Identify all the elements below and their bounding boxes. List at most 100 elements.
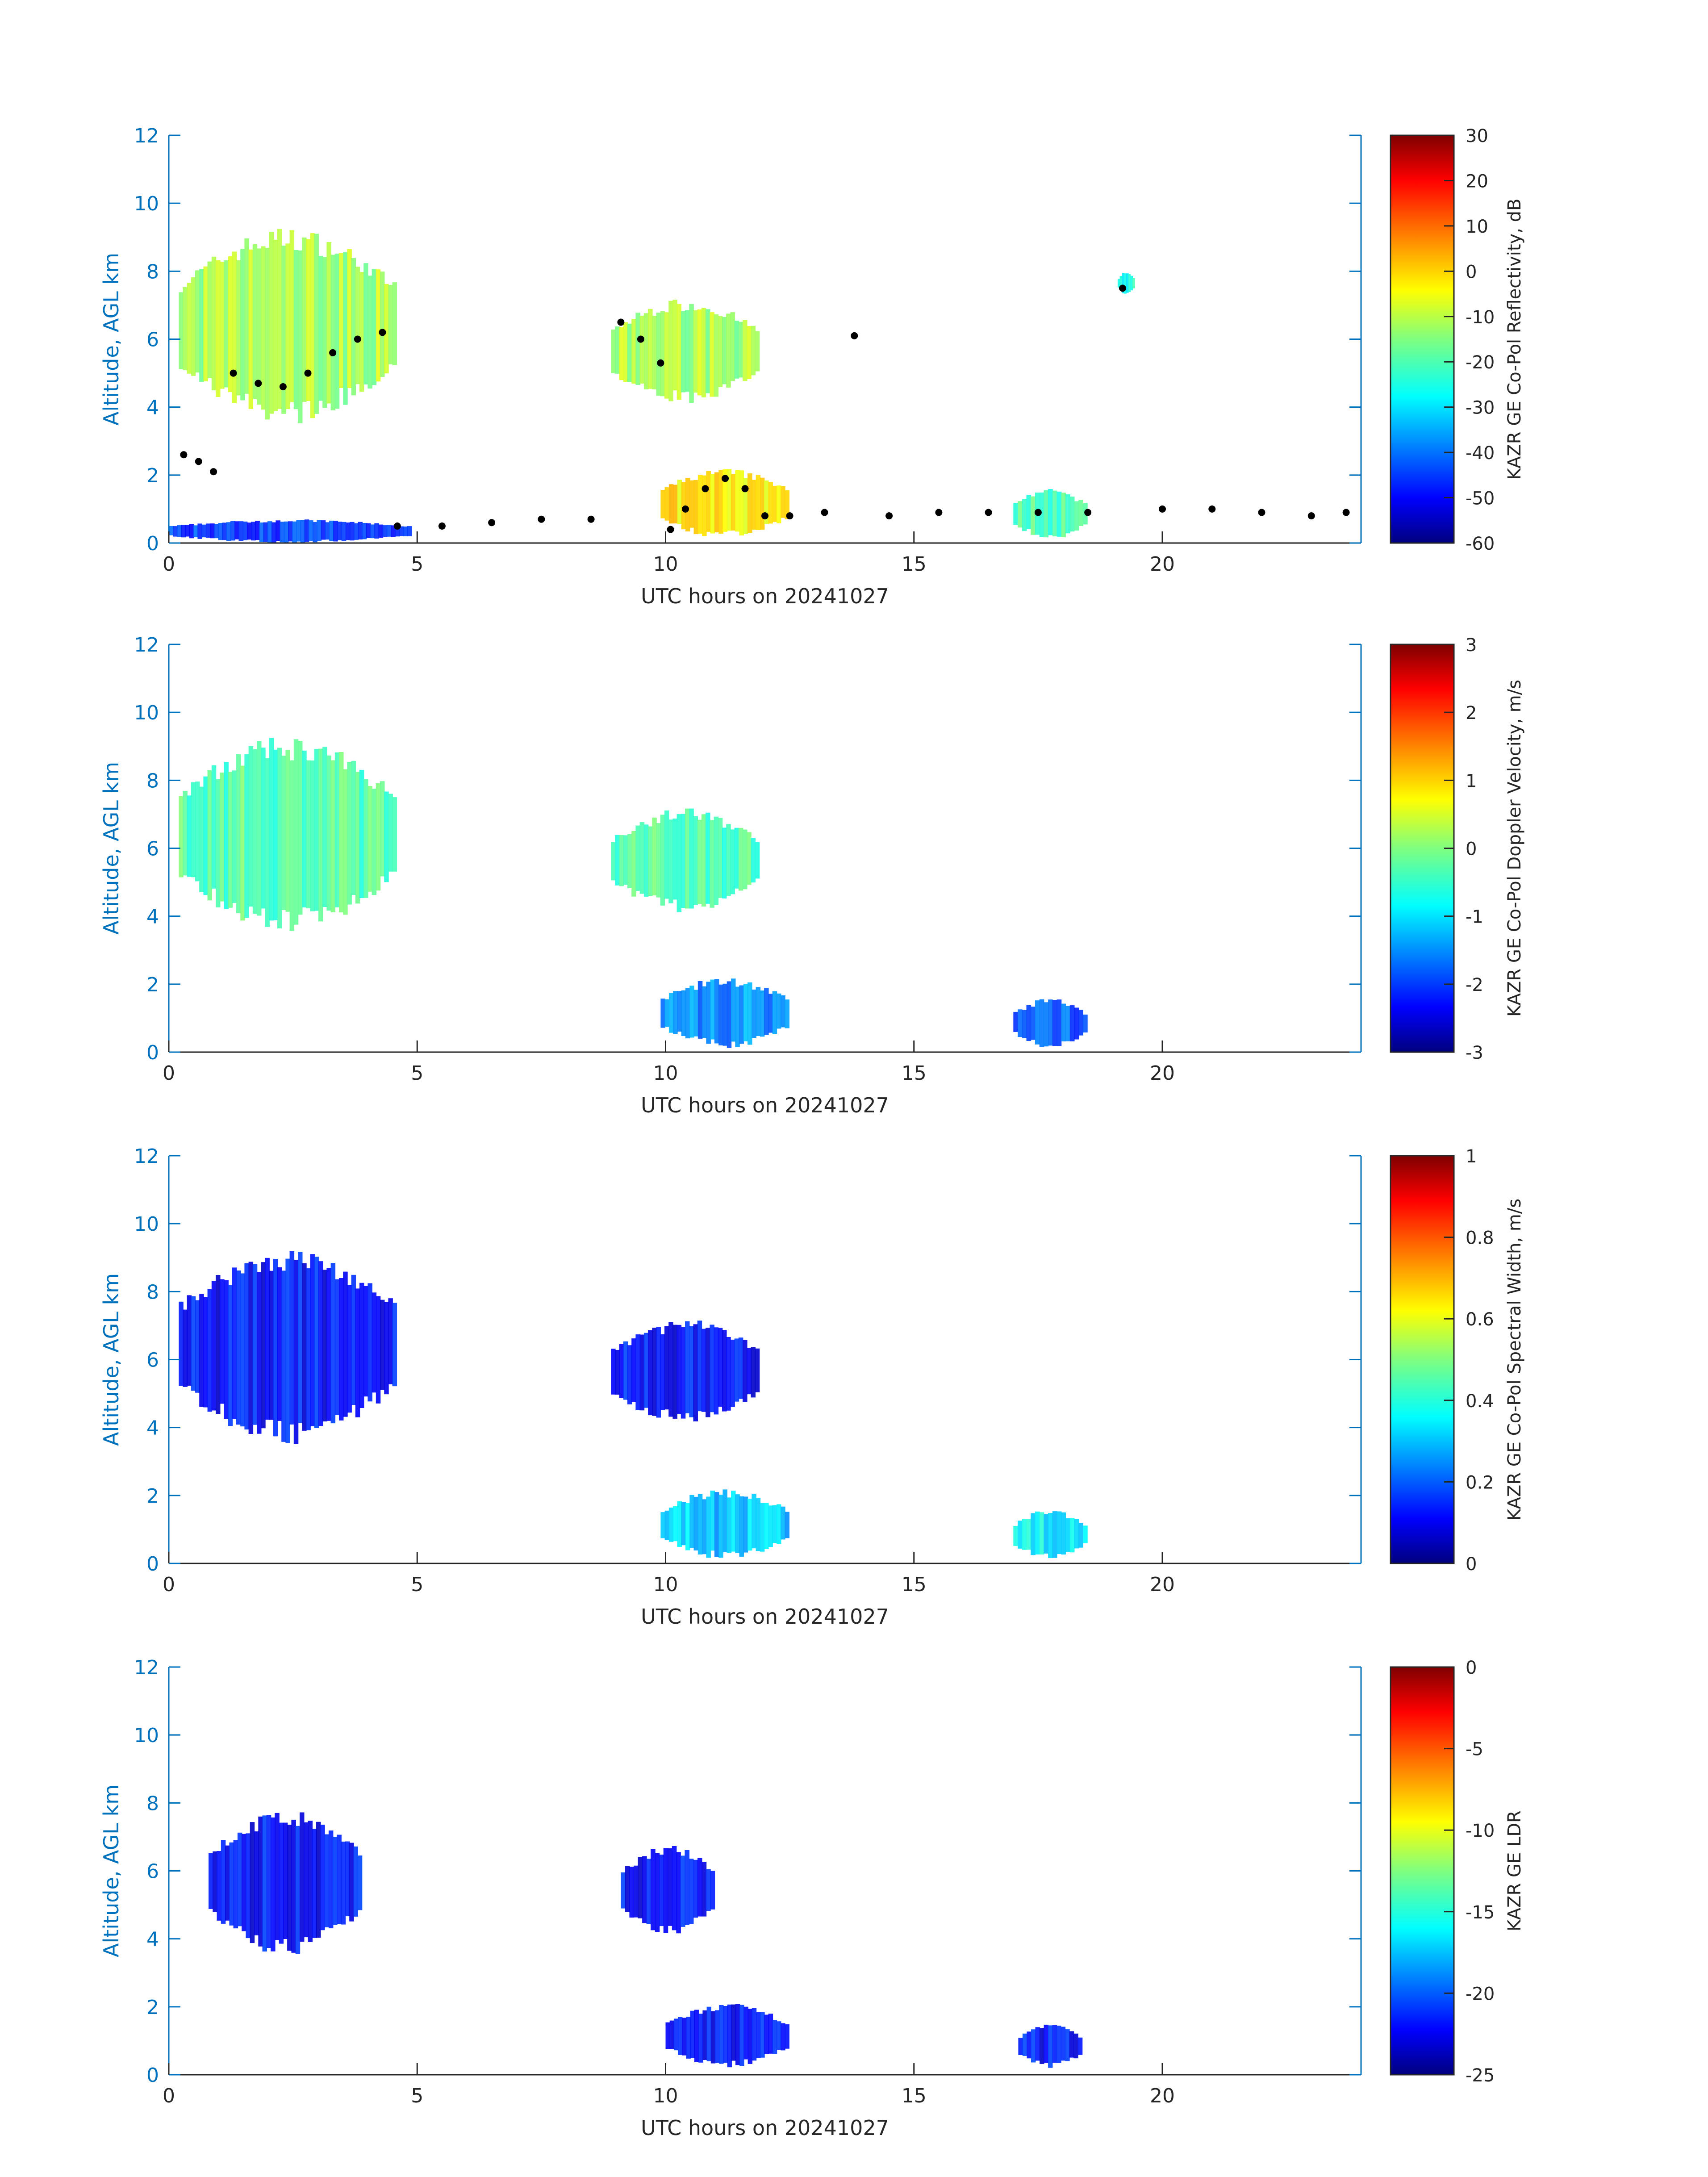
echo-column bbox=[756, 475, 761, 530]
echo-column bbox=[1044, 1002, 1049, 1047]
cloud-base-point bbox=[741, 485, 749, 493]
panel-reflectivity: 0 2 4 6 8 10 12 0 5 10 15 20 UTC hours on 20241027 Al… bbox=[99, 125, 1525, 608]
echo-column bbox=[689, 304, 694, 403]
echo-column bbox=[743, 320, 748, 381]
echo-column bbox=[706, 2006, 711, 2061]
cloud-base-point bbox=[1342, 509, 1350, 516]
echo-column bbox=[1132, 278, 1135, 288]
echo-column bbox=[701, 1329, 706, 1412]
echo-column bbox=[197, 523, 202, 539]
echo-column bbox=[187, 795, 192, 877]
echo-column bbox=[388, 1298, 393, 1384]
echo-column bbox=[329, 520, 334, 541]
echo-column bbox=[689, 480, 694, 528]
echo-column bbox=[739, 2005, 744, 2066]
echo-column bbox=[333, 521, 338, 542]
echo-column bbox=[668, 993, 674, 1033]
echo-column bbox=[330, 1263, 336, 1424]
echo-layer bbox=[179, 1251, 1088, 1559]
echo-column bbox=[257, 741, 262, 916]
echo-column bbox=[1035, 2027, 1040, 2061]
echo-column bbox=[764, 1503, 769, 1549]
echo-column bbox=[685, 808, 690, 909]
echo-column bbox=[380, 1300, 385, 1390]
echo-column bbox=[177, 525, 182, 537]
echo-column bbox=[267, 521, 272, 543]
y-tick-label: 8 bbox=[146, 1792, 159, 1815]
colorbar-tick-label: -10 bbox=[1466, 1821, 1495, 1841]
echo-column bbox=[710, 2011, 716, 2064]
echo-column bbox=[714, 816, 719, 905]
echo-column bbox=[719, 2005, 724, 2064]
echo-column bbox=[298, 1252, 303, 1423]
echo-column bbox=[326, 242, 331, 404]
cloud-base-point bbox=[1258, 509, 1265, 516]
echo-column bbox=[343, 1271, 348, 1417]
echo-column bbox=[730, 829, 735, 894]
echo-column bbox=[702, 2010, 707, 2060]
echo-column bbox=[623, 835, 628, 885]
echo-column bbox=[285, 750, 290, 912]
echo-region bbox=[1117, 273, 1135, 294]
echo-column bbox=[635, 825, 640, 891]
echo-column bbox=[275, 1813, 280, 1940]
echo-column bbox=[374, 523, 379, 539]
echo-column bbox=[367, 276, 372, 389]
echo-column bbox=[384, 1302, 389, 1395]
echo-column bbox=[351, 1274, 356, 1405]
echo-column bbox=[731, 978, 736, 1042]
echo-column bbox=[730, 1339, 735, 1407]
echo-column bbox=[664, 810, 669, 899]
colorbar-tick-label: 10 bbox=[1466, 217, 1488, 237]
echo-column bbox=[1044, 490, 1049, 538]
echo-region bbox=[1018, 2024, 1083, 2068]
cloud-base-point bbox=[657, 359, 664, 367]
echo-column bbox=[735, 986, 740, 1047]
echo-column bbox=[317, 520, 322, 541]
y-tick-label: 10 bbox=[134, 1724, 159, 1747]
colorbar-tick-label: -1 bbox=[1466, 907, 1483, 928]
echo-column bbox=[735, 2004, 740, 2065]
echo-column bbox=[697, 309, 702, 396]
echo-column bbox=[210, 523, 215, 539]
echo-column bbox=[289, 760, 295, 931]
echo-column bbox=[359, 1283, 364, 1408]
echo-column bbox=[734, 1338, 739, 1402]
echo-column bbox=[685, 1321, 690, 1413]
echo-column bbox=[300, 520, 305, 543]
y-tick-label: 4 bbox=[146, 1928, 159, 1951]
colorbar: -3 -2 -1 0 1 2 3 KAZR GE Co-Pol Doppler Velocit… bbox=[1390, 635, 1525, 1063]
y-tick-label: 6 bbox=[146, 838, 159, 861]
colorbar-tick-label: -20 bbox=[1466, 352, 1495, 373]
echo-column bbox=[639, 822, 645, 894]
x-tick-label: 10 bbox=[653, 553, 678, 576]
echo-column bbox=[727, 981, 732, 1048]
echo-column bbox=[777, 2021, 781, 2050]
echo-column bbox=[1061, 1512, 1066, 1555]
cloud-base-point bbox=[393, 522, 401, 530]
cloud-base-point bbox=[379, 329, 386, 336]
echo-column bbox=[686, 2017, 691, 2059]
echo-column bbox=[205, 523, 211, 538]
echo-column bbox=[681, 1327, 686, 1419]
echo-column bbox=[244, 238, 249, 394]
echo-column bbox=[366, 523, 371, 538]
echo-column bbox=[777, 485, 781, 523]
echo-column bbox=[221, 1840, 226, 1924]
echo-column bbox=[314, 1257, 319, 1428]
echo-column bbox=[246, 1833, 251, 1939]
echo-column bbox=[1031, 2029, 1036, 2063]
echo-column bbox=[289, 1251, 295, 1425]
echo-column bbox=[333, 1837, 338, 1925]
echo-column bbox=[1026, 494, 1031, 529]
echo-column bbox=[697, 475, 703, 534]
echo-column bbox=[271, 1817, 276, 1951]
echo-column bbox=[384, 791, 389, 882]
echo-column bbox=[277, 748, 282, 928]
echo-column bbox=[304, 519, 309, 542]
echo-column bbox=[258, 1816, 263, 1947]
colorbar-tick-label: 1 bbox=[1466, 771, 1477, 791]
echo-column bbox=[387, 525, 392, 537]
echo-column bbox=[718, 984, 723, 1045]
echo-column bbox=[672, 1325, 677, 1419]
